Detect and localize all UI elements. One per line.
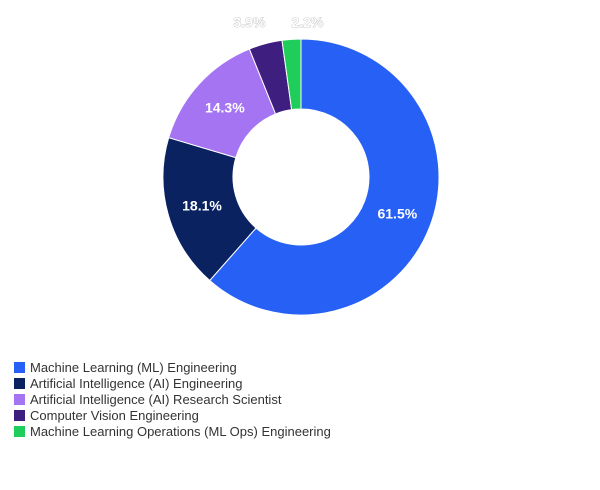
legend-label: Artificial Intelligence (AI) Engineering <box>30 375 243 391</box>
legend-label: Artificial Intelligence (AI) Research Sc… <box>30 391 282 407</box>
legend-item[interactable]: Machine Learning Operations (ML Ops) Eng… <box>14 423 331 439</box>
legend-label: Machine Learning (ML) Engineering <box>30 359 237 375</box>
legend-label: Machine Learning Operations (ML Ops) Eng… <box>30 423 331 439</box>
legend-swatch <box>14 425 25 437</box>
legend-item[interactable]: Computer Vision Engineering <box>14 407 331 423</box>
legend-swatch <box>14 361 25 373</box>
legend-item[interactable]: Artificial Intelligence (AI) Research Sc… <box>14 391 331 407</box>
slice-label: 18.1% <box>182 197 222 213</box>
slice-label: 14.3% <box>205 100 245 116</box>
donut-slice[interactable] <box>209 38 440 316</box>
slice-label: 61.5% <box>377 205 417 221</box>
slice-label: 2.2% <box>291 14 323 30</box>
legend-swatch <box>14 393 25 405</box>
donut-slice[interactable] <box>281 38 302 111</box>
legend-swatch <box>14 377 25 389</box>
legend: Machine Learning (ML) Engineering Artific… <box>14 359 331 439</box>
legend-swatch <box>14 409 25 421</box>
slice-label: 3.9% <box>234 14 266 30</box>
legend-item[interactable]: Machine Learning (ML) Engineering <box>14 359 331 375</box>
legend-label: Computer Vision Engineering <box>30 407 199 423</box>
donut-slice[interactable] <box>162 137 257 282</box>
legend-item[interactable]: Artificial Intelligence (AI) Engineering <box>14 375 331 391</box>
donut-chart: 61.5% 18.1% 14.3% 3.9% 2.2% <box>162 14 440 316</box>
